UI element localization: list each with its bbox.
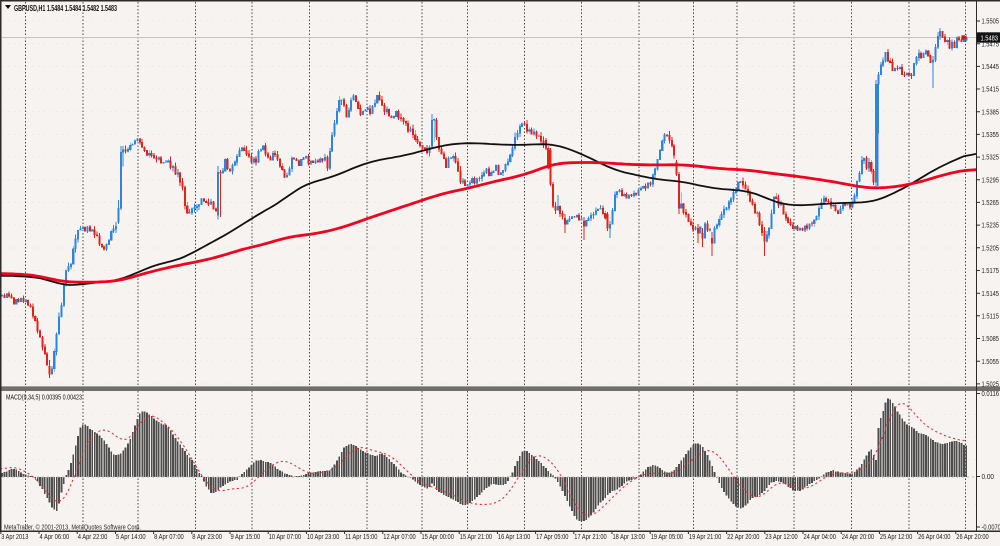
svg-text:1.5235: 1.5235 [982,221,1000,230]
svg-text:1.5115: 1.5115 [982,311,1000,320]
svg-text:8 Apr 07:00: 8 Apr 07:00 [154,532,184,541]
svg-text:1.5325: 1.5325 [982,153,1000,162]
svg-text:9 Apr 15:00: 9 Apr 15:00 [231,532,261,541]
svg-text:24 Apr 04:00: 24 Apr 04:00 [804,532,836,541]
svg-text:25 Apr 12:00: 25 Apr 12:00 [880,532,912,541]
svg-text:1.5355: 1.5355 [982,130,1000,139]
svg-text:11 Apr 15:00: 11 Apr 15:00 [345,532,377,541]
svg-text:23 Apr 12:00: 23 Apr 12:00 [765,532,797,541]
svg-text:MetaTrader, © 2001-2013, MetaQ: MetaTrader, © 2001-2013, MetaQuotes Soft… [4,523,141,532]
svg-text:17 Apr 05:00: 17 Apr 05:00 [536,532,568,541]
svg-text:1.5175: 1.5175 [982,266,1000,275]
svg-text:19 Apr 21:00: 19 Apr 21:00 [689,532,721,541]
svg-text:1.5385: 1.5385 [982,107,1000,116]
svg-text:MACD(9,34,5) 0.00395 0.00423: MACD(9,34,5) 0.00395 0.00423 [6,393,82,402]
svg-text:1.5025: 1.5025 [982,380,1000,389]
svg-text:0.00: 0.00 [982,472,995,481]
svg-text:-0.00703: -0.00703 [982,523,1000,532]
svg-text:22 Apr 20:00: 22 Apr 20:00 [727,532,759,541]
svg-text:GBPUSD,H1 1.5484 1.5484 1.5482: GBPUSD,H1 1.5484 1.5484 1.5482 1.5483 [14,3,117,13]
svg-text:4 Apr 06:00: 4 Apr 06:00 [40,532,70,541]
svg-text:18 Apr 13:00: 18 Apr 13:00 [613,532,645,541]
svg-text:1.5295: 1.5295 [982,175,1000,184]
svg-text:16 Apr 13:00: 16 Apr 13:00 [498,532,530,541]
svg-text:19 Apr 05:00: 19 Apr 05:00 [651,532,683,541]
svg-text:4 Apr 22:00: 4 Apr 22:00 [78,532,108,541]
svg-text:12 Apr 07:00: 12 Apr 07:00 [383,532,415,541]
svg-text:15 Apr 00:00: 15 Apr 00:00 [422,532,454,541]
svg-text:1.5415: 1.5415 [982,85,1000,94]
svg-text:24 Apr 20:00: 24 Apr 20:00 [842,532,874,541]
svg-text:26 Apr 20:00: 26 Apr 20:00 [956,532,988,541]
svg-text:1.5205: 1.5205 [982,243,1000,252]
svg-text:10 Apr 23:00: 10 Apr 23:00 [307,532,339,541]
svg-text:8 Apr 23:00: 8 Apr 23:00 [192,532,222,541]
svg-text:26 Apr 04:00: 26 Apr 04:00 [918,532,950,541]
svg-text:1.5483: 1.5483 [981,33,999,42]
svg-text:1.5265: 1.5265 [982,198,1000,207]
svg-text:1.5505: 1.5505 [982,17,1000,26]
svg-text:17 Apr 21:00: 17 Apr 21:00 [574,532,606,541]
svg-text:10 Apr 07:00: 10 Apr 07:00 [269,532,301,541]
svg-text:1.5445: 1.5445 [982,62,1000,71]
svg-text:15 Apr 21:00: 15 Apr 21:00 [460,532,492,541]
svg-text:1.5055: 1.5055 [982,357,1000,366]
svg-text:3 Apr 2013: 3 Apr 2013 [1,532,28,541]
svg-text:5 Apr 14:00: 5 Apr 14:00 [116,532,146,541]
svg-text:0.0116: 0.0116 [982,389,1000,398]
svg-text:1.5145: 1.5145 [982,289,1000,298]
svg-text:1.5085: 1.5085 [982,334,1000,343]
